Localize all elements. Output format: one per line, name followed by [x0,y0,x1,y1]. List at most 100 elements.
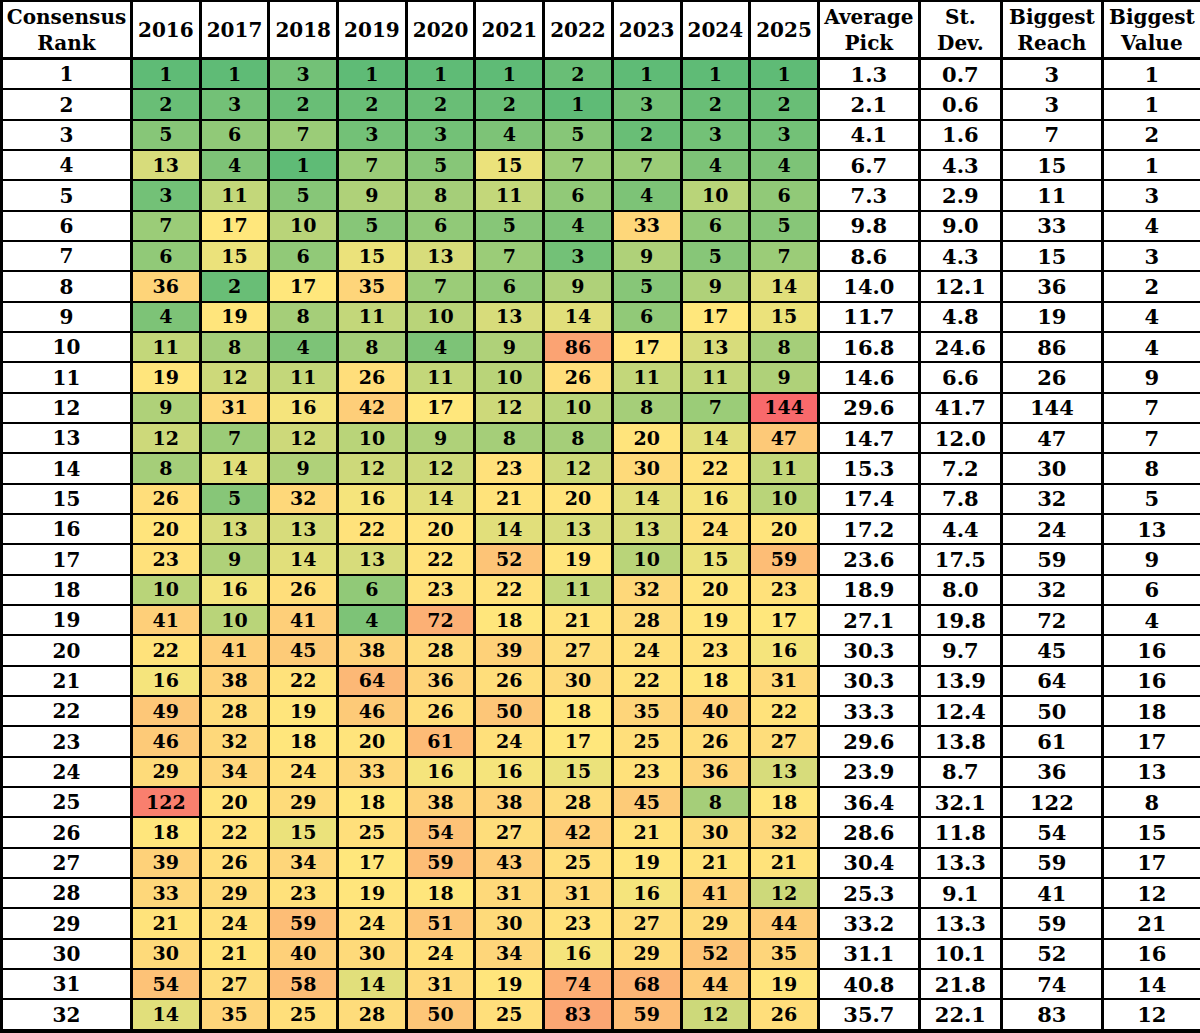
pick-cell-2016-rank-13: 12 [132,423,201,453]
pick-cell-2025-rank-25: 18 [750,787,819,817]
pick-cell-2022-rank-19: 21 [544,605,613,635]
pick-cell-2019-rank-1: 1 [338,59,407,90]
consensus-pick-heatmap-table: ConsensusRank201620172018201920202021202… [0,0,1200,1033]
rank-row-1: 111311121111.30.731 [2,59,1200,90]
rank-row-11: 11191211261110261111914.66.6269 [2,362,1200,392]
pick-cell-2020-rank-28: 18 [406,878,475,908]
biggest-reach-cell: 3 [1001,59,1102,90]
pick-cell-2017-rank-14: 14 [200,453,269,483]
average-pick-cell: 7.3 [818,180,919,210]
pick-cell-2016-rank-3: 5 [132,120,201,150]
pick-cell-2016-rank-1: 1 [132,59,201,90]
pick-cell-2021-rank-26: 27 [475,817,544,847]
pick-cell-2019-rank-10: 8 [338,332,407,362]
pick-cell-2025-rank-20: 16 [750,635,819,665]
biggest-reach-cell: 15 [1001,150,1102,180]
pick-cell-2016-rank-19: 41 [132,605,201,635]
average-pick-cell: 31.1 [818,939,919,969]
pick-cell-2017-rank-13: 7 [200,423,269,453]
biggest-reach-cell: 54 [1001,817,1102,847]
pick-cell-2024-rank-1: 1 [681,59,750,90]
pick-cell-2020-rank-3: 3 [406,120,475,150]
st-dev-cell: 24.6 [919,332,1001,362]
rank-row-13: 13127121098820144714.712.0477 [2,423,1200,453]
consensus-rank-cell: 6 [2,211,132,241]
pick-cell-2025-rank-15: 10 [750,484,819,514]
consensus-rank-cell: 5 [2,180,132,210]
pick-cell-2025-rank-3: 3 [750,120,819,150]
pick-cell-2018-rank-8: 17 [269,271,338,301]
biggest-reach-cell: 59 [1001,544,1102,574]
consensus-rank-cell: 3 [2,120,132,150]
pick-cell-2022-rank-16: 13 [544,514,613,544]
average-pick-cell: 16.8 [818,332,919,362]
biggest-value-cell: 8 [1102,787,1200,817]
consensus-rank-cell: 8 [2,271,132,301]
pick-cell-2019-rank-28: 19 [338,878,407,908]
biggest-reach-cell: 7 [1001,120,1102,150]
pick-cell-2025-rank-11: 9 [750,362,819,392]
pick-cell-2023-rank-6: 33 [612,211,681,241]
consensus-rank-cell: 29 [2,908,132,938]
pick-cell-2019-rank-14: 12 [338,453,407,483]
biggest-reach-cell: 36 [1001,271,1102,301]
biggest-value-cell: 16 [1102,635,1200,665]
pick-cell-2022-rank-6: 4 [544,211,613,241]
pick-cell-2020-rank-21: 36 [406,666,475,696]
average-pick-cell: 1.3 [818,59,919,90]
pick-cell-2024-rank-19: 19 [681,605,750,635]
st-dev-cell: 13.3 [919,848,1001,878]
pick-cell-2018-rank-18: 26 [269,575,338,605]
biggest-value-cell: 9 [1102,544,1200,574]
pick-cell-2018-rank-14: 9 [269,453,338,483]
pick-cell-2018-rank-23: 18 [269,726,338,756]
pick-cell-2017-rank-21: 38 [200,666,269,696]
pick-cell-2017-rank-25: 20 [200,787,269,817]
consensus-rank-cell: 4 [2,150,132,180]
st-dev-cell: 8.7 [919,757,1001,787]
biggest-value-cell: 4 [1102,211,1200,241]
pick-cell-2021-rank-3: 4 [475,120,544,150]
pick-cell-2022-rank-5: 6 [544,180,613,210]
st-dev-cell: 13.9 [919,666,1001,696]
biggest-reach-cell: 86 [1001,332,1102,362]
pick-cell-2020-rank-32: 50 [406,999,475,1031]
pick-cell-2018-rank-26: 15 [269,817,338,847]
pick-cell-2022-rank-2: 1 [544,89,613,119]
pick-cell-2017-rank-28: 29 [200,878,269,908]
pick-cell-2025-rank-19: 17 [750,605,819,635]
pick-cell-2017-rank-22: 28 [200,696,269,726]
biggest-reach-cell: 36 [1001,757,1102,787]
st-dev-cell: 9.0 [919,211,1001,241]
biggest-reach-cell: 11 [1001,180,1102,210]
biggest-value-cell: 5 [1102,484,1200,514]
st-dev-cell: 9.1 [919,878,1001,908]
rank-row-5: 531159811641067.32.9113 [2,180,1200,210]
pick-cell-2017-rank-29: 24 [200,908,269,938]
pick-cell-2017-rank-31: 27 [200,969,269,999]
consensus-rank-cell: 30 [2,939,132,969]
average-pick-cell: 40.8 [818,969,919,999]
pick-cell-2024-rank-14: 22 [681,453,750,483]
biggest-reach-cell: 59 [1001,848,1102,878]
consensus-rank-cell: 24 [2,757,132,787]
pick-cell-2019-rank-22: 46 [338,696,407,726]
year-header-2023: 2023 [612,1,681,59]
pick-cell-2019-rank-9: 11 [338,302,407,332]
pick-cell-2025-rank-13: 47 [750,423,819,453]
pick-cell-2023-rank-22: 35 [612,696,681,726]
average-pick-cell: 23.6 [818,544,919,574]
st-dev-cell: 12.4 [919,696,1001,726]
year-header-2025: 2025 [750,1,819,59]
biggest-value-cell: 4 [1102,302,1200,332]
biggest-value-cell: 14 [1102,969,1200,999]
pick-cell-2019-rank-16: 22 [338,514,407,544]
pick-cell-2019-rank-19: 4 [338,605,407,635]
pick-cell-2018-rank-7: 6 [269,241,338,271]
pick-cell-2016-rank-4: 13 [132,150,201,180]
pick-cell-2022-rank-25: 28 [544,787,613,817]
biggest-value-cell: 17 [1102,848,1200,878]
pick-cell-2020-rank-29: 51 [406,908,475,938]
pick-cell-2024-rank-25: 8 [681,787,750,817]
pick-cell-2023-rank-10: 17 [612,332,681,362]
